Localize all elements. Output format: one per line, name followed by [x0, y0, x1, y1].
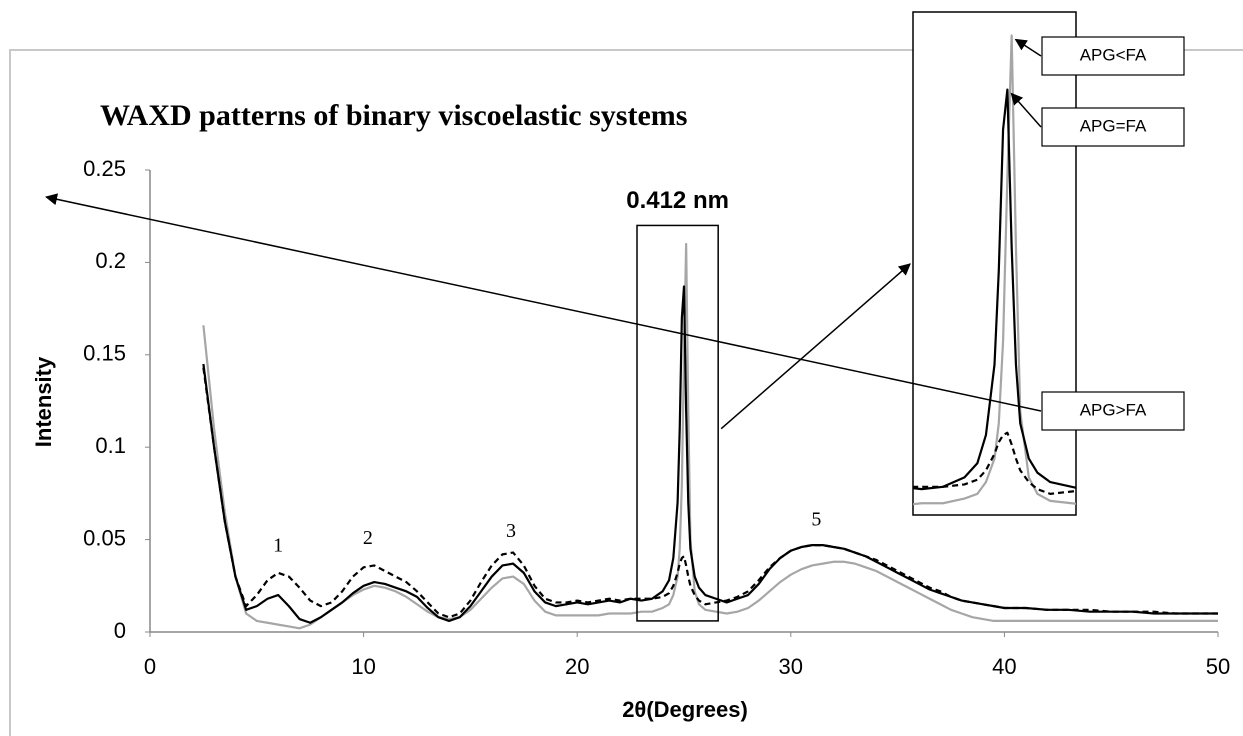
peak-annotation: 5 — [811, 509, 821, 531]
legend-label: APG>FA — [1080, 400, 1147, 419]
inset-box — [912, 11, 1077, 516]
x-tick-label: 0 — [144, 654, 156, 679]
inset-line — [913, 431, 1076, 495]
chart-frame — [9, 49, 1243, 736]
inset-plot — [913, 34, 1076, 506]
peak-annotation: 1 — [273, 535, 283, 557]
callout-arrow — [45, 193, 1042, 412]
y-tick-label: 0.1 — [95, 433, 126, 458]
callout-arrow — [1010, 92, 1042, 128]
callout-arrow — [1014, 38, 1042, 57]
peak-annotation: 2 — [363, 527, 373, 549]
callout-box — [1041, 36, 1185, 76]
y-tick-label: 0.15 — [83, 341, 126, 366]
series-line — [202, 367, 1218, 619]
y-axis-title: Intensity — [31, 356, 56, 447]
peak-annotation: 3 — [506, 520, 516, 542]
series-line — [202, 242, 1218, 630]
callout-box — [1041, 107, 1185, 147]
y-tick-label: 0.2 — [95, 248, 126, 273]
x-tick-label: 40 — [992, 654, 1016, 679]
legend-label: APG<FA — [1080, 45, 1147, 64]
x-axis-title: 2θ(Degrees) — [622, 697, 748, 722]
chart-title: WAXD patterns of binary viscoelastic sys… — [100, 99, 687, 132]
y-tick-label: 0.25 — [83, 156, 126, 181]
y-tick-label: 0.05 — [83, 525, 126, 550]
y-tick-label: 0 — [114, 618, 126, 643]
x-tick-label: 20 — [565, 654, 589, 679]
x-tick-label: 30 — [779, 654, 803, 679]
inset-line — [913, 88, 1076, 491]
legend-label: APG=FA — [1080, 116, 1147, 135]
zoom-arrow — [720, 263, 911, 430]
callout-box — [1041, 391, 1185, 431]
x-tick-label: 10 — [351, 654, 375, 679]
x-tick-label: 50 — [1206, 654, 1230, 679]
zoom-label: 0.412 nm — [626, 187, 729, 214]
inset-line — [913, 34, 1076, 506]
zoom-box — [636, 224, 719, 622]
